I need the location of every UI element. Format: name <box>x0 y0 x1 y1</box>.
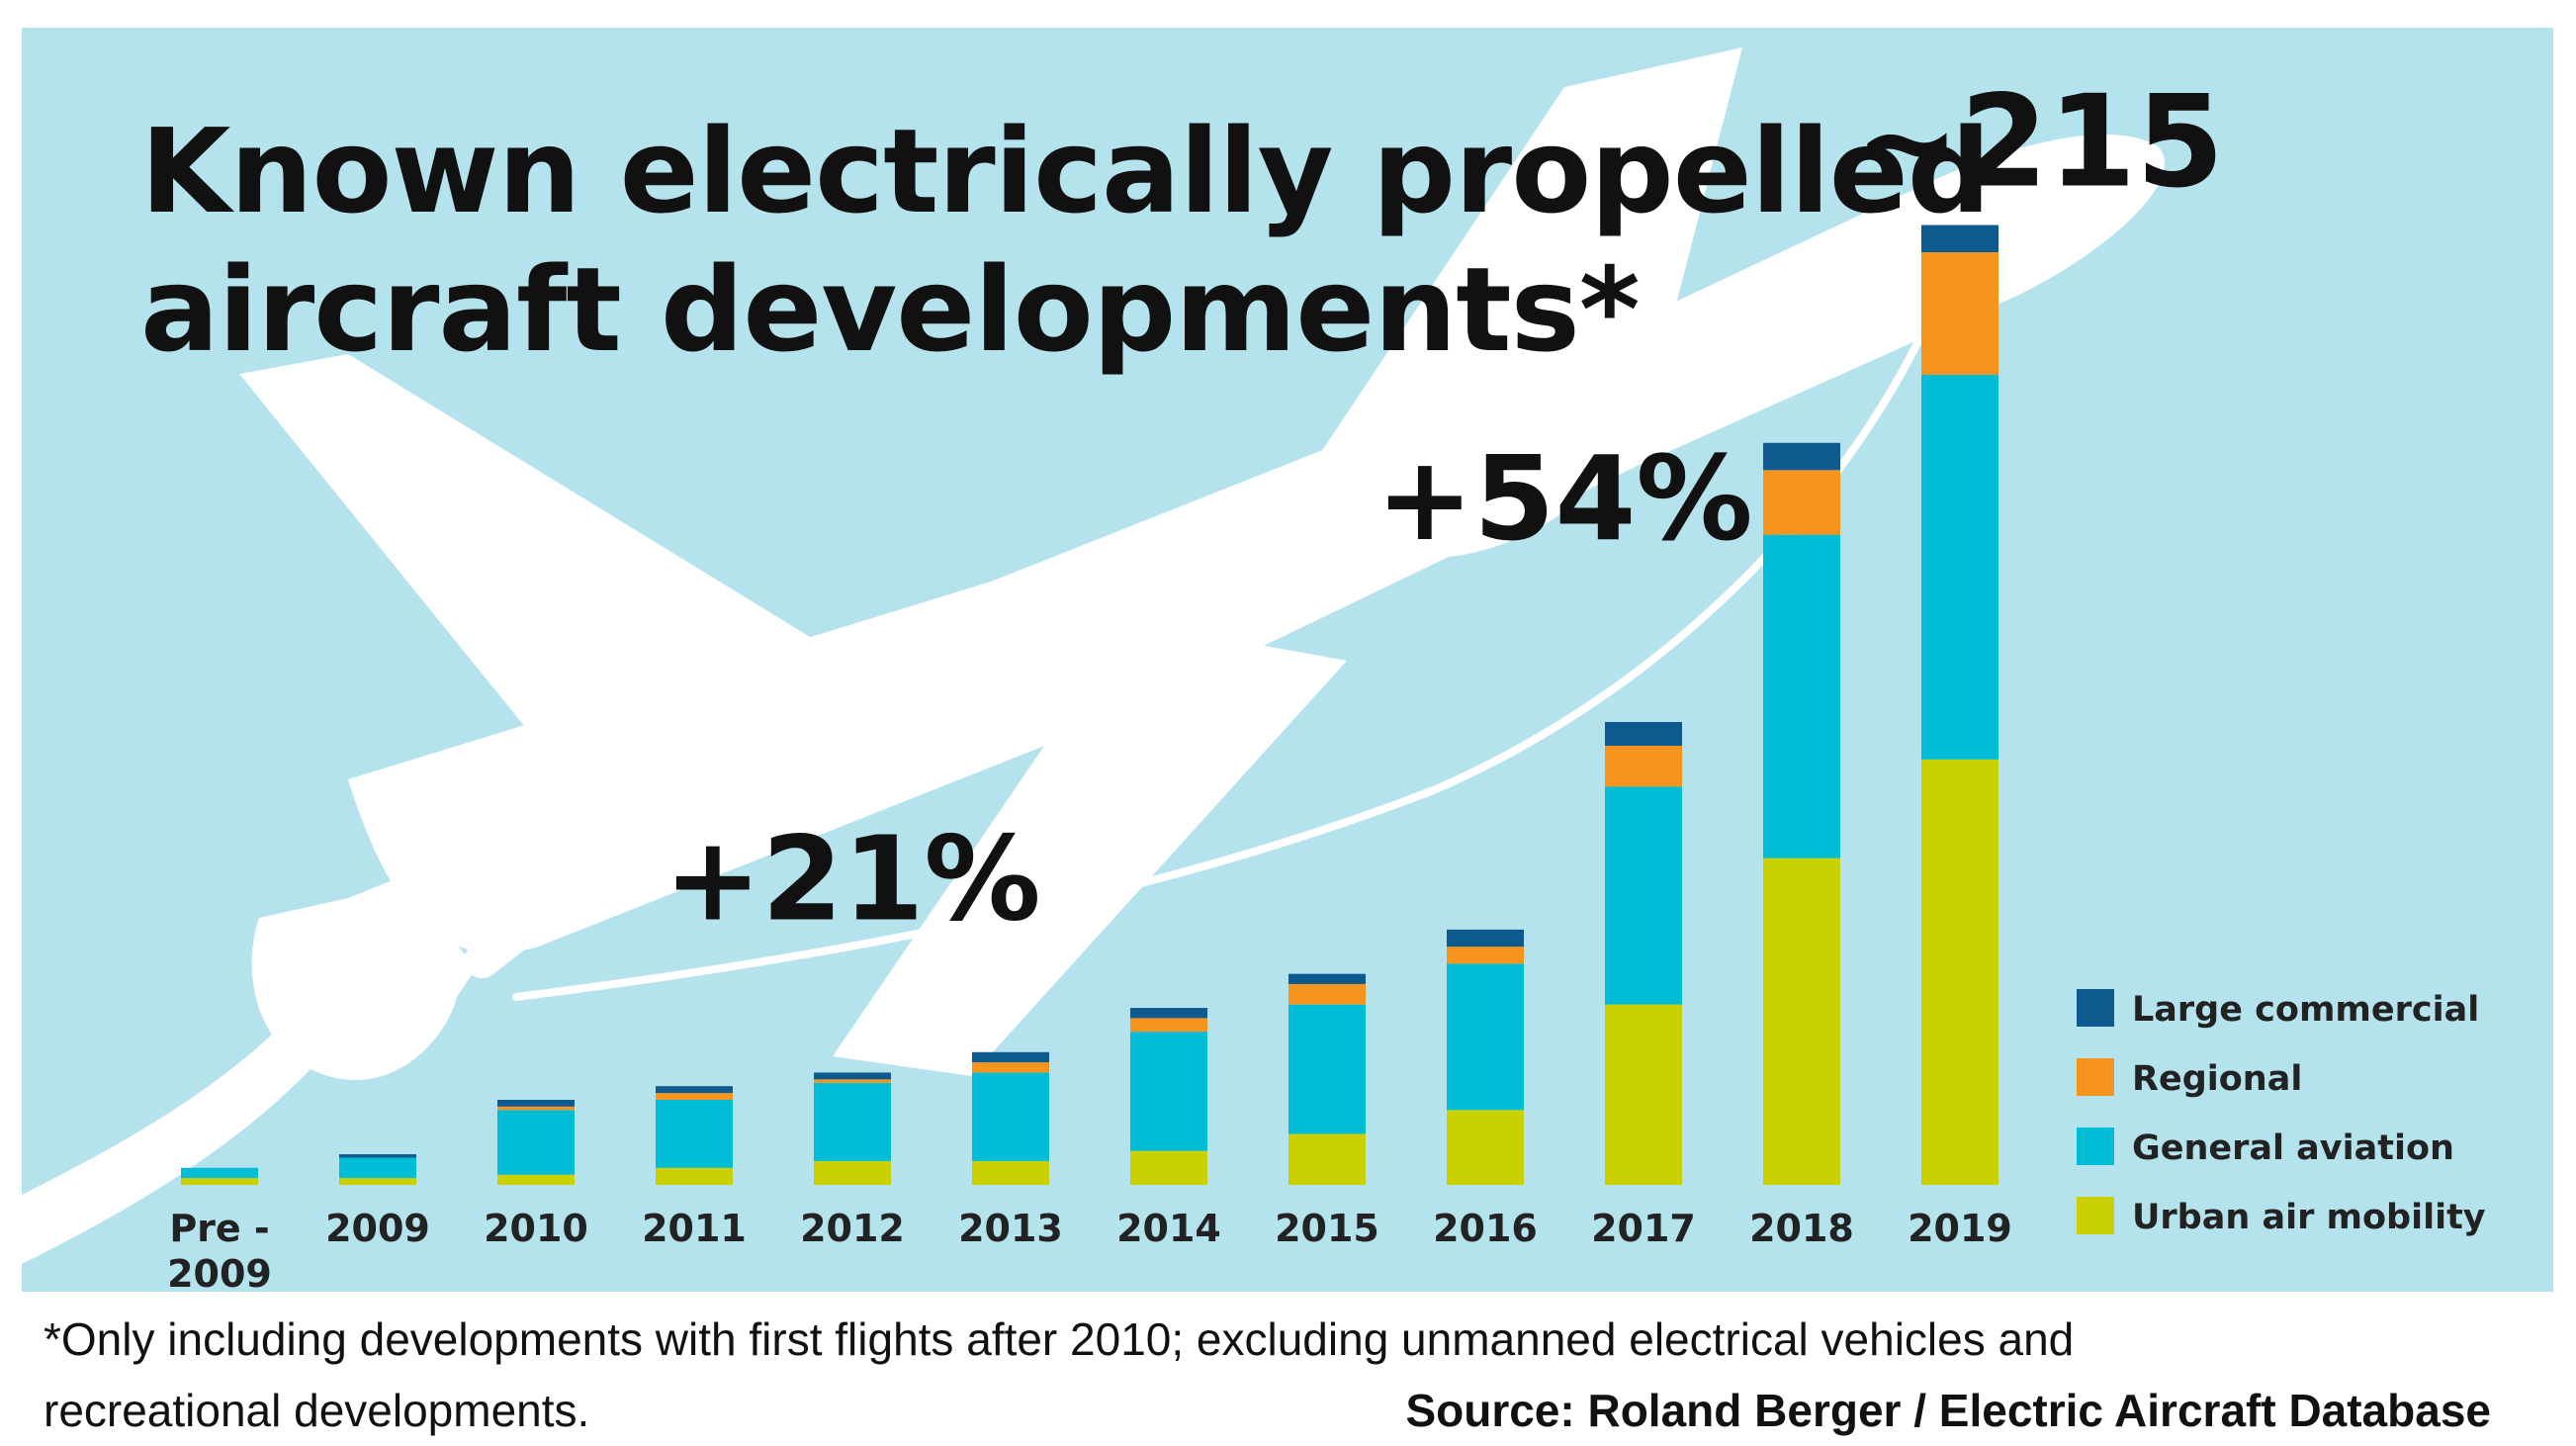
legend-label-urban-air-mobility: Urban air mobility <box>2132 1198 2486 1237</box>
legend-item-large-commercial: Large commercial <box>2077 989 2479 1030</box>
bar-regional-2016 <box>1447 947 1524 964</box>
bar-general-aviation-2018 <box>1763 534 1840 859</box>
chart-title-line-1: Known electrically propelled <box>140 103 1991 239</box>
bar-general-aviation-2017 <box>1605 786 1682 1005</box>
bar-general-aviation-2010 <box>497 1110 575 1175</box>
legend-swatch-general-aviation <box>2077 1128 2114 1165</box>
legend-label-regional: Regional <box>2132 1059 2302 1099</box>
bar-urban-air-mobility-2018 <box>1763 858 1840 1185</box>
legend-item-regional: Regional <box>2077 1058 2302 1099</box>
legend-label-general-aviation: General aviation <box>2132 1129 2454 1168</box>
bar-large-commercial-2012 <box>814 1072 891 1080</box>
bar-large-commercial-2014 <box>1130 1008 1207 1019</box>
airplane-and-plug-illustration <box>22 47 2166 1264</box>
annotations-layer: +21% +54% ~215 <box>664 69 2224 948</box>
annotation-215: ~215 <box>1854 69 2224 217</box>
legend: Large commercial Regional General aviation… <box>2077 989 2486 1237</box>
bar-general-aviation-2009 <box>339 1157 416 1179</box>
x-tick-label-2019: 2019 <box>1908 1207 2012 1250</box>
bar-regional-2014 <box>1130 1018 1207 1033</box>
annotation-21: +21% <box>664 810 1040 947</box>
source-credit: Source: Roland Berger / Electric Aircraf… <box>1405 1385 2491 1436</box>
x-tick-label-2009: 2009 <box>325 1207 430 1250</box>
x-tick-label-2011: 2011 <box>642 1207 747 1250</box>
chart-title: Known electrically propelled aircraft de… <box>140 102 1991 379</box>
bar-urban-air-mobility-2017 <box>1605 1004 1682 1185</box>
bar-large-commercial-2009 <box>339 1154 416 1158</box>
bar-general-aviation-2013 <box>972 1072 1049 1161</box>
x-axis-ticks: Pre -2009 2009 2010 2011 2012 2013 2014 2015 201… <box>167 1207 2012 1296</box>
bar-regional-2011 <box>656 1093 733 1100</box>
bar-large-commercial-2018 <box>1763 442 1840 471</box>
bar-general-aviation-2014 <box>1130 1032 1207 1151</box>
bar-large-commercial-2016 <box>1447 929 1524 948</box>
bar-regional-2010 <box>497 1106 575 1111</box>
footnote-line-2: recreational developments. <box>44 1385 590 1436</box>
bars-layer <box>181 225 1999 1185</box>
bar-regional-2013 <box>972 1062 1049 1073</box>
annotation-54: +54% <box>1376 430 1752 567</box>
bar-regional-2018 <box>1763 470 1840 535</box>
bar-large-commercial-2011 <box>656 1086 733 1094</box>
legend-swatch-large-commercial <box>2077 989 2114 1027</box>
bar-general-aviation-pre-2009 <box>181 1167 258 1179</box>
x-tick-label-2015: 2015 <box>1275 1207 1379 1250</box>
bar-urban-air-mobility-2015 <box>1288 1133 1366 1185</box>
bar-large-commercial-2019 <box>1921 225 1999 253</box>
x-tick-label-2017: 2017 <box>1591 1207 1696 1250</box>
x-tick-label-2018: 2018 <box>1749 1207 1854 1250</box>
x-tick-label-2012: 2012 <box>800 1207 905 1250</box>
bar-general-aviation-2012 <box>814 1082 891 1161</box>
bar-urban-air-mobility-2012 <box>814 1160 891 1185</box>
legend-label-large-commercial: Large commercial <box>2132 990 2479 1030</box>
plug-silhouette-icon <box>22 822 566 1264</box>
bar-general-aviation-2015 <box>1288 1004 1366 1134</box>
x-tick-label-2016: 2016 <box>1433 1207 1538 1250</box>
bar-urban-air-mobility-pre-2009 <box>181 1178 258 1185</box>
bar-large-commercial-2013 <box>972 1051 1049 1063</box>
legend-swatch-urban-air-mobility <box>2077 1197 2114 1234</box>
bar-regional-2017 <box>1605 746 1682 787</box>
bar-regional-2012 <box>814 1079 891 1083</box>
bar-urban-air-mobility-2009 <box>339 1178 416 1185</box>
chart-panel: Known electrically propelled aircraft de… <box>22 28 2553 1292</box>
bar-large-commercial-2010 <box>497 1099 575 1107</box>
bar-urban-air-mobility-2014 <box>1130 1150 1207 1185</box>
x-tick-label-2013: 2013 <box>958 1207 1063 1250</box>
bar-regional-2019 <box>1921 252 1999 375</box>
legend-swatch-regional <box>2077 1058 2114 1096</box>
bar-urban-air-mobility-2016 <box>1447 1110 1524 1185</box>
bar-large-commercial-2015 <box>1288 973 1366 984</box>
bar-general-aviation-2011 <box>656 1099 733 1168</box>
bar-urban-air-mobility-2011 <box>656 1167 733 1185</box>
footnote-line-1: *Only including developments with first … <box>44 1313 2075 1365</box>
bar-general-aviation-2016 <box>1447 963 1524 1111</box>
x-tick-label-2014: 2014 <box>1116 1207 1221 1250</box>
bar-regional-2015 <box>1288 983 1366 1005</box>
legend-item-urban-air-mobility: Urban air mobility <box>2077 1197 2486 1237</box>
bar-general-aviation-2019 <box>1921 374 1999 760</box>
bar-urban-air-mobility-2010 <box>497 1174 575 1185</box>
airplane-silhouette-icon <box>239 47 2166 1076</box>
x-tick-label-2010: 2010 <box>484 1207 588 1250</box>
bar-urban-air-mobility-2013 <box>972 1160 1049 1185</box>
chart-title-line-2: aircraft developments* <box>140 241 1641 378</box>
x-tick-label-pre-2009: Pre -2009 <box>167 1207 272 1296</box>
bar-urban-air-mobility-2019 <box>1921 759 1999 1185</box>
legend-item-general-aviation: General aviation <box>2077 1128 2454 1168</box>
bar-large-commercial-2017 <box>1605 721 1682 747</box>
